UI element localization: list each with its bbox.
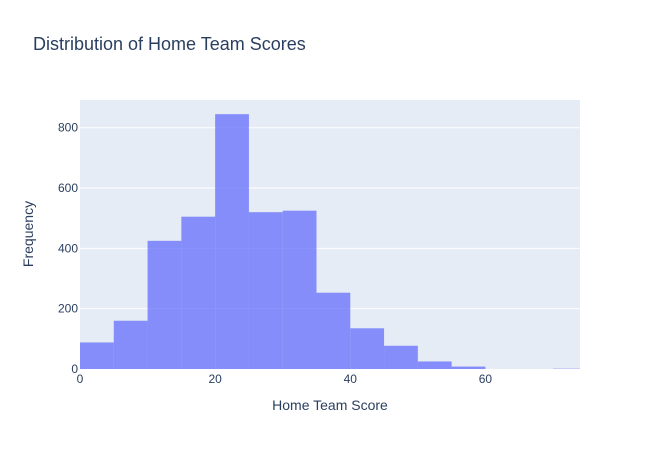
histogram-bar[interactable] [248, 212, 283, 369]
histogram-bar[interactable] [417, 361, 452, 369]
y-tick-label: 0 [71, 362, 78, 376]
y-tick-label: 600 [58, 181, 78, 195]
y-tick-label: 400 [58, 241, 78, 255]
histogram-bar[interactable] [282, 210, 317, 369]
y-tick-label: 200 [58, 302, 78, 316]
histogram-bar[interactable] [350, 328, 385, 369]
histogram-bar[interactable] [113, 320, 148, 369]
y-tick-label: 800 [58, 121, 78, 135]
x-tick-label: 60 [479, 372, 493, 386]
x-tick-label: 0 [77, 372, 84, 386]
y-axis-ticks: 0 200 400 600 800 [58, 121, 78, 376]
histogram-bar[interactable] [147, 240, 182, 369]
chart-title: Distribution of Home Team Scores [33, 34, 306, 54]
y-axis-title: Frequency [20, 201, 36, 267]
x-tick-label: 40 [344, 372, 358, 386]
histogram-bar[interactable] [384, 345, 418, 369]
histogram-bar[interactable] [316, 292, 351, 369]
histogram-bar[interactable] [181, 216, 216, 369]
x-axis-title: Home Team Score [272, 397, 388, 413]
histogram-bar[interactable] [80, 342, 114, 369]
x-tick-label: 20 [208, 372, 222, 386]
bars [80, 114, 580, 369]
histogram-bar[interactable] [215, 114, 249, 369]
histogram-bar[interactable] [451, 366, 486, 369]
x-axis-ticks: 0 20 40 60 [77, 372, 493, 386]
